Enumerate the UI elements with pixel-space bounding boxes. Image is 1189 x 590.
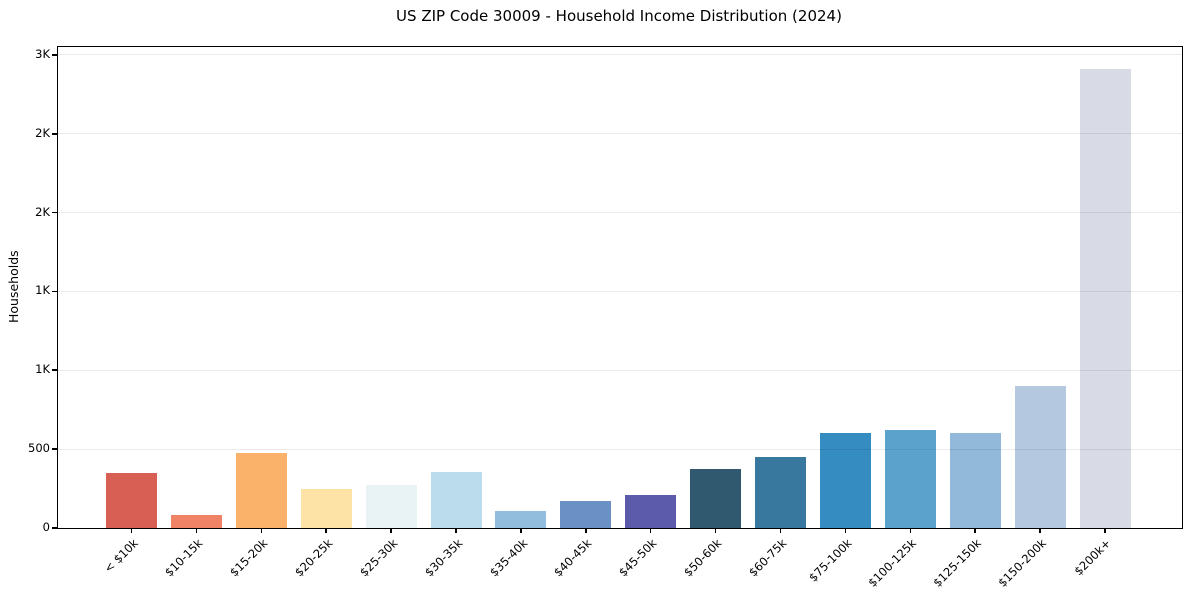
bar-$75-100k: [819, 433, 871, 528]
y-tick-mark: [52, 290, 58, 293]
y-tick-label: 1K: [35, 362, 50, 377]
x-tick-mark: [1104, 528, 1106, 533]
x-tick-mark: [974, 528, 976, 533]
bar-$15-20k: [235, 453, 287, 528]
y-tick-mark: [52, 527, 58, 529]
gridline: [58, 448, 1182, 450]
x-tick-label: $125-150k: [930, 536, 985, 590]
x-tick-mark: [390, 528, 392, 533]
bar-$40-45k: [560, 501, 612, 528]
x-tick-label: $150-200k: [995, 536, 1050, 590]
x-tick-mark: [909, 528, 912, 533]
x-tick-label: $75-100k: [805, 536, 855, 585]
gridline: [58, 212, 1182, 214]
bar-$45-50k: [625, 494, 677, 528]
y-tick-mark: [52, 369, 58, 372]
x-tick-label: $100-125k: [865, 536, 920, 590]
x-tick-label: $35-40k: [486, 536, 530, 580]
x-tick-label: $30-35k: [421, 536, 465, 580]
bar-$20-25k: [300, 488, 352, 528]
y-axis-tick-labels: 0 500 1K 1K 2K 2K 3K: [0, 46, 50, 534]
y-tick-label: 3K: [35, 46, 50, 61]
x-tick-mark: [455, 528, 457, 533]
x-tick-label: $50-60k: [681, 536, 725, 580]
bar-$200k+: [1079, 69, 1131, 528]
y-tick-mark: [52, 448, 58, 450]
x-tick-label: $15-20k: [226, 536, 271, 580]
gridline: [58, 133, 1182, 135]
y-tick-label: 2K: [35, 125, 50, 140]
gridline: [58, 290, 1182, 292]
bar-$30-35k: [430, 472, 482, 528]
x-tick-label: $25-30k: [356, 536, 401, 580]
x-tick-mark: [649, 528, 652, 533]
x-tick-mark: [585, 528, 587, 533]
bar-$50-60k: [690, 468, 742, 528]
bar-$35-40k: [495, 511, 547, 528]
x-tick-label: $200k+: [1071, 536, 1114, 579]
x-tick-mark: [714, 528, 717, 533]
x-tick-mark: [844, 528, 847, 533]
x-tick-mark: [130, 528, 133, 533]
y-tick-label: 500: [28, 441, 50, 456]
y-tick-mark: [52, 54, 58, 56]
x-tick-mark: [195, 528, 198, 533]
bar-$100-125k: [884, 430, 936, 528]
chart-title: US ZIP Code 30009 - Household Income Dis…: [396, 7, 842, 25]
x-tick-mark: [520, 528, 522, 533]
bar-< $10k: [106, 472, 157, 528]
bar-$10-15k: [170, 514, 222, 528]
x-tick-mark: [260, 528, 263, 533]
x-tick-label: $40-45k: [551, 536, 595, 580]
x-axis-tick-labels: < $10k $10-15k $15-20k $20-25k $25-30k $30-35…: [57, 533, 1181, 590]
x-tick-label: $20-25k: [291, 536, 336, 580]
y-tick-mark: [52, 132, 58, 135]
gridline: [58, 54, 1182, 56]
bar-$150-200k: [1014, 386, 1066, 528]
y-tick-mark: [52, 211, 58, 214]
bar-$25-30k: [365, 485, 417, 528]
gridline: [58, 369, 1182, 371]
x-tick-mark: [325, 528, 327, 533]
y-tick-label: 1K: [35, 283, 50, 298]
y-tick-label: 0: [42, 520, 50, 534]
bar-$60-75k: [755, 457, 806, 528]
x-tick-mark: [1039, 528, 1041, 533]
x-tick-label: $10-15k: [161, 536, 206, 580]
y-tick-label: 2K: [35, 204, 50, 219]
x-tick-mark: [779, 528, 782, 533]
x-tick-label: $60-75k: [745, 536, 790, 580]
x-tick-label: < $10k: [100, 536, 141, 576]
plot-area: [52, 46, 1183, 533]
bar-$125-150k: [949, 432, 1001, 528]
x-tick-label: $45-50k: [616, 536, 660, 580]
